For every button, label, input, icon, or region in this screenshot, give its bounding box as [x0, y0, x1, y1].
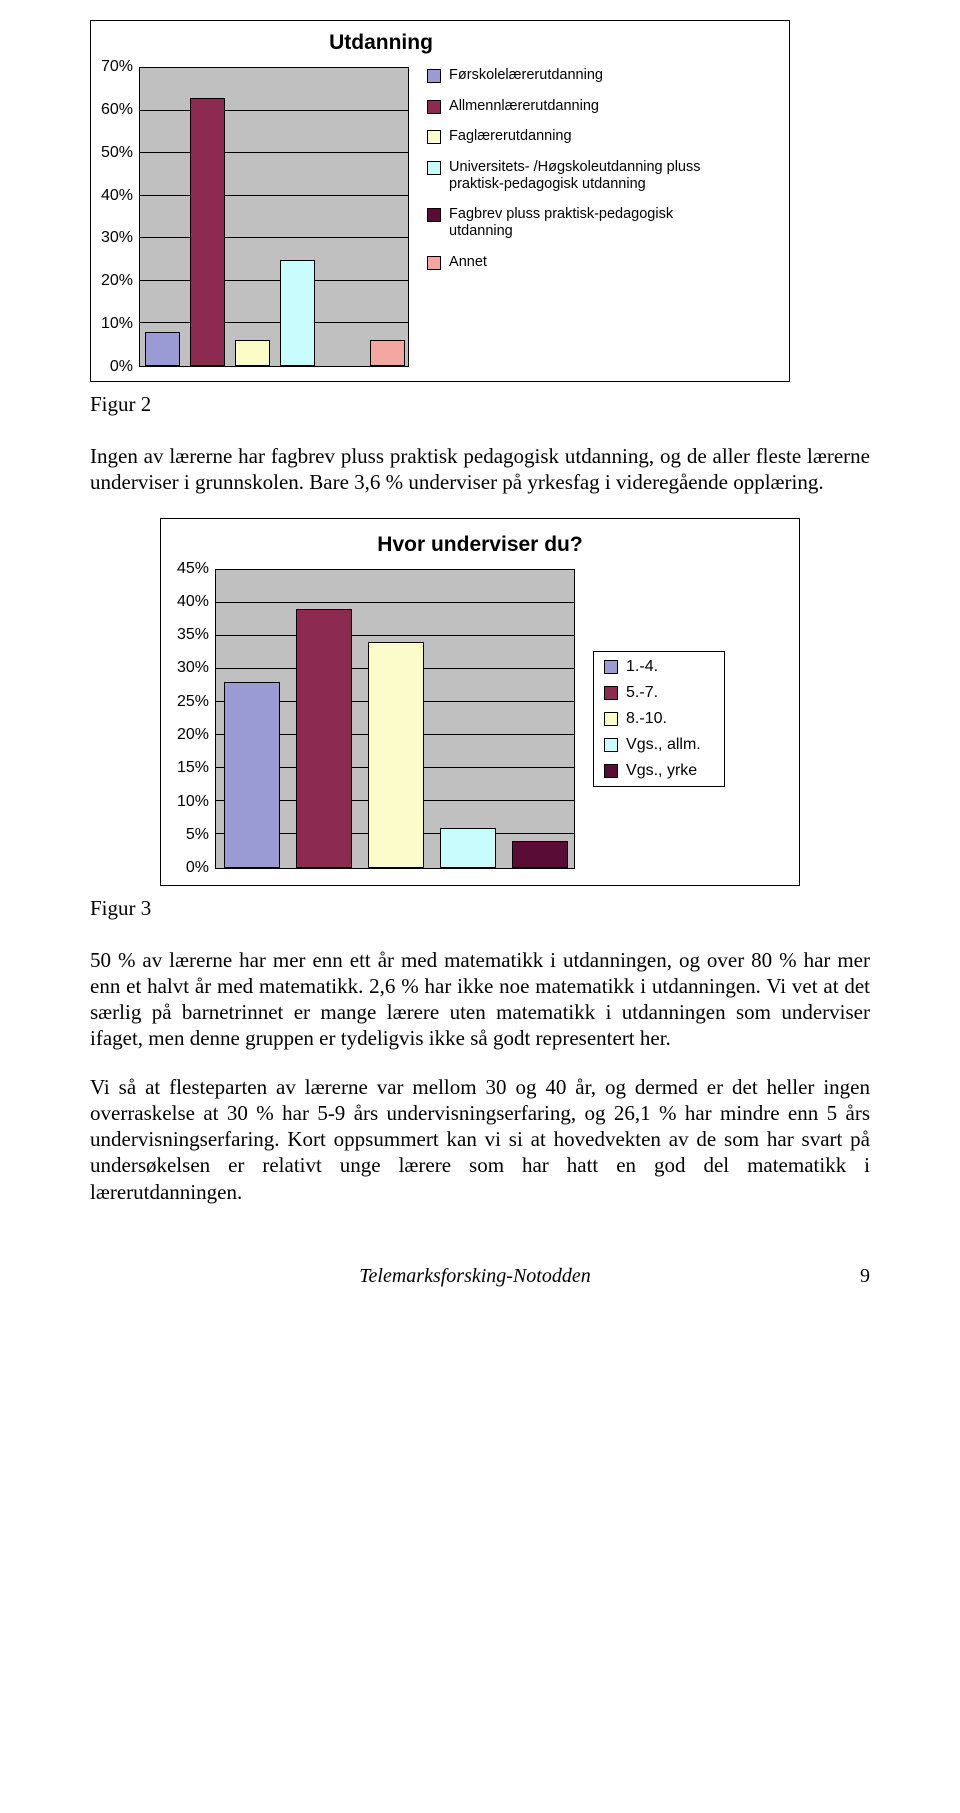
legend-swatch — [604, 738, 618, 752]
page-footer: Telemarksforsking-Notodden 9 — [90, 1265, 870, 1288]
legend-item: 5.-7. — [604, 684, 714, 702]
legend-label: 8.-10. — [626, 710, 667, 728]
bar — [235, 340, 270, 366]
legend-label: Annet — [449, 254, 487, 271]
bar — [296, 609, 352, 867]
chart1-yaxis: 70%60%50%40%30%20%10%0% — [101, 67, 139, 367]
legend-label: 1.-4. — [626, 658, 658, 676]
legend-label: Universitets- /Høgskoleutdanning pluss p… — [449, 159, 707, 192]
figure2-label: Figur 2 — [90, 392, 870, 417]
legend-item: Fagbrev pluss praktisk-pedagogisk utdann… — [427, 206, 707, 239]
bar — [145, 332, 180, 366]
chart1-title: Utdanning — [281, 31, 481, 55]
chart1-plot — [139, 67, 409, 367]
bar — [370, 340, 405, 366]
bar — [512, 841, 568, 867]
bar — [368, 642, 424, 867]
legend-item: 1.-4. — [604, 658, 714, 676]
legend-swatch — [427, 208, 441, 222]
bar — [440, 828, 496, 868]
legend-swatch — [427, 161, 441, 175]
legend-item: Allmennlærerutdanning — [427, 98, 707, 115]
chart-hvor-underviser: Hvor underviser du? 45%40%35%30%25%20%15… — [160, 518, 800, 886]
legend-item: Førskolelærerutdanning — [427, 67, 707, 84]
legend-swatch — [604, 712, 618, 726]
chart2-legend: 1.-4. 5.-7. 8.-10. Vgs., allm. Vgs., yrke — [593, 651, 725, 787]
legend-label: Vgs., allm. — [626, 736, 701, 754]
chart2-yaxis: 45%40%35%30%25%20%15%10%5%0% — [177, 569, 215, 869]
chart-utdanning: Utdanning 70%60%50%40%30%20%10%0% Førsko… — [90, 20, 790, 382]
legend-label: Fagbrev pluss praktisk-pedagogisk utdann… — [449, 206, 707, 239]
bar — [224, 682, 280, 867]
legend-item: Vgs., allm. — [604, 736, 714, 754]
footer-text: Telemarksforsking-Notodden — [359, 1265, 590, 1288]
legend-label: Faglærerutdanning — [449, 128, 572, 145]
legend-item: Universitets- /Høgskoleutdanning pluss p… — [427, 159, 707, 192]
paragraph-1: Ingen av lærerne har fagbrev pluss prakt… — [90, 443, 870, 496]
legend-label: Allmennlærerutdanning — [449, 98, 599, 115]
legend-item: Vgs., yrke — [604, 762, 714, 780]
legend-item: Faglærerutdanning — [427, 128, 707, 145]
figure3-label: Figur 3 — [90, 896, 870, 921]
legend-label: 5.-7. — [626, 684, 658, 702]
page-number: 9 — [860, 1265, 870, 1288]
bar — [190, 98, 225, 366]
legend-swatch — [604, 686, 618, 700]
paragraph-3: Vi så at flesteparten av lærerne var mel… — [90, 1074, 870, 1205]
legend-item: Annet — [427, 254, 707, 271]
legend-item: 8.-10. — [604, 710, 714, 728]
legend-swatch — [427, 130, 441, 144]
legend-swatch — [604, 660, 618, 674]
chart2-plot — [215, 569, 575, 869]
legend-swatch — [604, 764, 618, 778]
paragraph-2: 50 % av lærerne har mer enn ett år med m… — [90, 947, 870, 1052]
legend-label: Vgs., yrke — [626, 762, 697, 780]
legend-label: Førskolelærerutdanning — [449, 67, 603, 84]
bar — [280, 260, 315, 366]
legend-swatch — [427, 256, 441, 270]
chart2-title: Hvor underviser du? — [177, 533, 783, 557]
legend-swatch — [427, 100, 441, 114]
chart1-legend: Førskolelærerutdanning Allmennlærerutdann… — [427, 67, 707, 367]
legend-swatch — [427, 69, 441, 83]
